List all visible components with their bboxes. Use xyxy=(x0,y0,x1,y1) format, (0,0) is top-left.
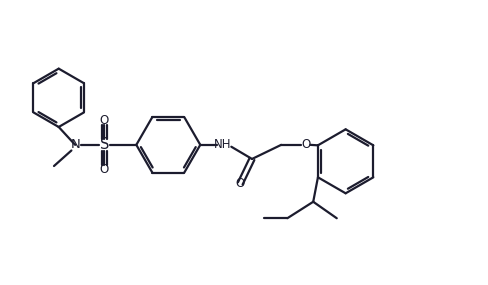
Text: O: O xyxy=(301,138,310,151)
Text: O: O xyxy=(235,177,244,190)
Text: O: O xyxy=(100,163,109,176)
Text: S: S xyxy=(100,137,109,152)
Text: NH: NH xyxy=(214,138,231,151)
Text: N: N xyxy=(70,138,80,151)
Text: O: O xyxy=(100,114,109,127)
